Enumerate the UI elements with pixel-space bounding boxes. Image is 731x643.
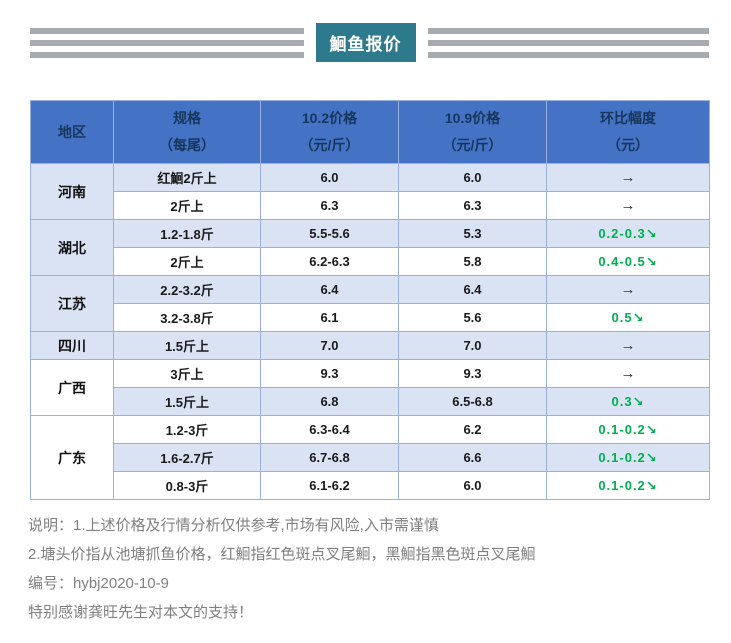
header-price109-line2: （元/斤） [442,137,503,153]
price-102-cell: 7.0 [260,331,399,360]
top-banner-area: 鮰鱼报价 [0,0,731,70]
change-cell: → [546,275,710,304]
header-price-102: 10.2价格 （元/斤） [260,100,399,164]
price-102-cell: 6.0 [260,163,399,192]
change-cell: 0.2-0.3↘ [546,219,710,248]
region-cell: 江苏 [30,275,114,332]
price-102-cell: 6.7-6.8 [260,443,399,472]
table-row: 河南 红鮰2斤上 6.0 6.0 → [30,163,710,220]
region-cell: 广西 [30,359,114,416]
table-header-row: 地区 规格 （每尾） 10.2价格 （元/斤） 10.9价格 （元/斤） 环比幅… [30,100,710,164]
table-row: 广西 3斤上 9.3 9.3 → [30,359,710,416]
header-spec: 规格 （每尾） [113,100,261,164]
price-102-cell: 6.4 [260,275,399,304]
spec-cell: 2.2-3.2斤 [113,275,261,304]
price-102-cell: 6.3-6.4 [260,415,399,444]
spec-cell: 1.2-3斤 [113,415,261,444]
header-price102-line2: （元/斤） [299,137,360,153]
price-102-cell: 6.1 [260,303,399,332]
table-row: 四川 1.5斤上 7.0 7.0 → [30,331,710,360]
price-table: 地区 规格 （每尾） 10.2价格 （元/斤） 10.9价格 （元/斤） 环比幅… [30,100,710,500]
price-109-cell: 6.0 [398,471,547,500]
spec-cell: 2斤上 [113,191,261,220]
change-cell: 0.1-0.2↘ [546,471,710,500]
header-change-line1: 环比幅度 [600,110,656,127]
change-cell: 0.1-0.2↘ [546,415,710,444]
price-102-cell: 5.5-5.6 [260,219,399,248]
change-cell: → [546,331,710,360]
page-title-banner: 鮰鱼报价 [315,23,416,62]
spec-cell: 3斤上 [113,359,261,388]
header-change-line2: （元） [607,137,649,153]
price-102-cell: 6.2-6.3 [260,247,399,276]
price-102-cell: 6.3 [260,191,399,220]
spec-cell: 红鮰2斤上 [113,163,261,192]
spec-cell: 1.6-2.7斤 [113,443,261,472]
price-109-cell: 5.8 [398,247,547,276]
region-cell: 河南 [30,163,114,220]
note-report-number: 编号：hybj2020-10-9 [28,575,169,592]
price-109-cell: 6.2 [398,415,547,444]
note-thanks: 特别感谢龚旺先生对本文的支持！ [28,604,254,621]
price-102-cell: 9.3 [260,359,399,388]
spec-cell: 0.8-3斤 [113,471,261,500]
table-row: 1.5斤上 6.8 6.5-6.8 0.3↘ [31,387,710,416]
price-109-cell: 5.6 [398,303,547,332]
spec-cell: 1.5斤上 [113,331,261,360]
header-spec-line2: （每尾） [159,137,215,153]
price-109-cell: 5.3 [398,219,547,248]
spec-cell: 3.2-3.8斤 [113,303,261,332]
change-cell: 0.4-0.5↘ [546,247,710,276]
price-109-cell: 9.3 [398,359,547,388]
change-cell: → [546,191,710,220]
page-title: 鮰鱼报价 [329,35,402,54]
price-109-cell: 7.0 [398,331,547,360]
header-region-label: 地区 [58,123,86,140]
change-cell: → [546,359,710,388]
change-cell: 0.5↘ [546,303,710,332]
table-row: 1.6-2.7斤 6.7-6.8 6.6 0.1-0.2↘ [31,443,710,472]
price-109-cell: 6.4 [398,275,547,304]
price-table-body: 河南 红鮰2斤上 6.0 6.0 → 2斤上 6.3 6.3 → 湖北 1.2-1.8斤 5.5-5.… [30,163,710,500]
header-region: 地区 [30,100,114,164]
note-disclaimer: 说明：1.上述价格及行情分析仅供参考,市场有风险,入市需谨慎 [28,517,439,534]
header-price-109: 10.9价格 （元/斤） [398,100,547,164]
change-cell: → [546,163,710,192]
header-change: 环比幅度 （元） [546,100,710,164]
table-row: 广东 1.2-3斤 6.3-6.4 6.2 0.1-0.2↘ [30,415,710,500]
spec-cell: 1.5斤上 [113,387,261,416]
table-row: 0.8-3斤 6.1-6.2 6.0 0.1-0.2↘ [31,471,710,500]
region-cell: 四川 [30,331,114,360]
header-spec-line1: 规格 [173,110,201,127]
notes-block: 说明：1.上述价格及行情分析仅供参考,市场有风险,入市需谨慎 2.塘头价指从池塘… [28,511,718,627]
table-row: 2斤上 6.3 6.3 → [31,191,710,220]
region-cell: 湖北 [30,219,114,276]
banner-wrapper: 鮰鱼报价 [303,23,428,62]
table-row: 湖北 1.2-1.8斤 5.5-5.6 5.3 0.2-0.3↘ [30,219,710,276]
spec-cell: 1.2-1.8斤 [113,219,261,248]
price-109-cell: 6.6 [398,443,547,472]
header-price109-line1: 10.9价格 [444,110,501,127]
price-102-cell: 6.1-6.2 [260,471,399,500]
region-cell: 广东 [30,415,114,500]
table-row: 江苏 2.2-3.2斤 6.4 6.4 → [30,275,710,332]
note-definition: 2.塘头价指从池塘抓鱼价格，红鮰指红色斑点叉尾鮰，黑鮰指黑色斑点叉尾鮰 [28,546,536,563]
price-102-cell: 6.8 [260,387,399,416]
price-109-cell: 6.5-6.8 [398,387,547,416]
header-price102-line1: 10.2价格 [301,110,358,127]
price-109-cell: 6.3 [398,191,547,220]
spec-cell: 2斤上 [113,247,261,276]
table-row: 2斤上 6.2-6.3 5.8 0.4-0.5↘ [31,247,710,276]
change-cell: 0.3↘ [546,387,710,416]
change-cell: 0.1-0.2↘ [546,443,710,472]
table-row: 3.2-3.8斤 6.1 5.6 0.5↘ [31,303,710,332]
price-109-cell: 6.0 [398,163,547,192]
